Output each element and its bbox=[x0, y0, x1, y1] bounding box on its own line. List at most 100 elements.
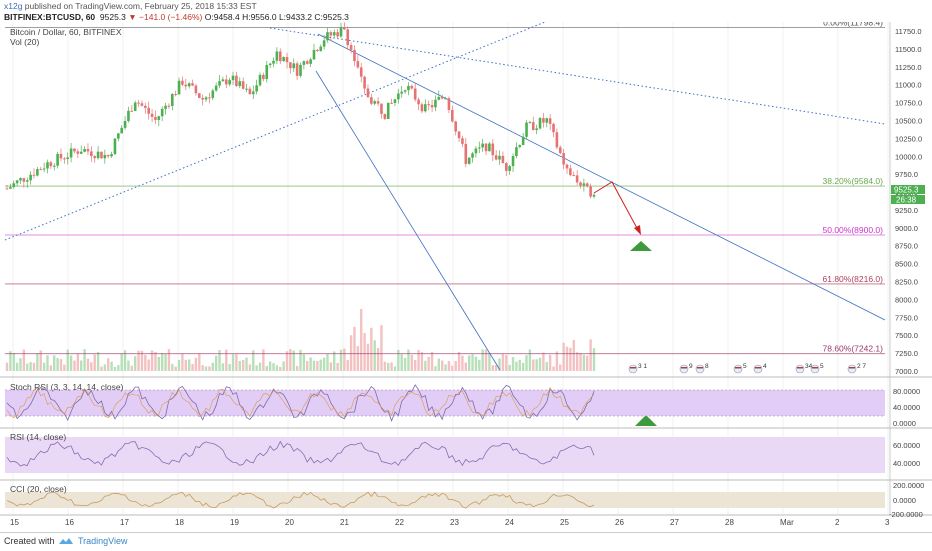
volume-bar bbox=[279, 366, 282, 371]
candle-body bbox=[255, 85, 258, 92]
tradingview-brand[interactable]: TradingView bbox=[78, 536, 128, 546]
volume-bar bbox=[542, 352, 545, 371]
candle-body bbox=[309, 59, 312, 64]
event-badge-label: 34 bbox=[805, 363, 813, 370]
candle-body bbox=[356, 61, 360, 68]
volume-bar bbox=[238, 360, 241, 371]
volume-bar bbox=[586, 355, 589, 371]
price-tick: 8500.0 bbox=[895, 260, 918, 269]
volume-bar bbox=[113, 366, 117, 371]
time-tick: 27 bbox=[670, 518, 679, 527]
candle-body bbox=[150, 113, 154, 117]
candle-body bbox=[238, 81, 242, 87]
volume-bar bbox=[390, 362, 393, 371]
flag-stripe bbox=[630, 367, 636, 369]
symbol-name[interactable]: BITFINEX:BTCUSD, 60 bbox=[4, 12, 96, 22]
volume-bar bbox=[282, 361, 285, 371]
time-tick: 18 bbox=[175, 518, 184, 527]
volume-bar bbox=[309, 357, 312, 371]
candle-body bbox=[471, 153, 474, 158]
candle-body bbox=[278, 51, 282, 62]
time-tick: 26 bbox=[615, 518, 624, 527]
candle-body bbox=[194, 85, 198, 94]
price-tick: 11000.0 bbox=[895, 81, 922, 90]
candle-body bbox=[353, 49, 356, 62]
volume-bar bbox=[32, 362, 36, 371]
candle-body bbox=[137, 102, 140, 104]
footer: Created with TradingView bbox=[0, 532, 932, 551]
flag-icon bbox=[695, 364, 705, 374]
candle-body bbox=[130, 110, 134, 112]
projection-arrows[interactable] bbox=[593, 181, 657, 426]
volume-bar bbox=[393, 366, 397, 371]
candle-body bbox=[454, 121, 457, 132]
candle-body bbox=[447, 98, 451, 110]
candle-body bbox=[508, 166, 511, 171]
candle-body bbox=[299, 64, 302, 76]
volume-bar bbox=[326, 353, 329, 371]
cci-title: CCI (20, close) bbox=[10, 484, 67, 494]
candle-body bbox=[127, 110, 130, 122]
candle-body bbox=[525, 122, 528, 137]
price-tick: 8750.0 bbox=[895, 242, 918, 251]
candle-body bbox=[336, 32, 339, 37]
candle-body bbox=[258, 74, 262, 86]
candle-body bbox=[592, 194, 596, 197]
candle-body bbox=[36, 169, 39, 176]
flag-stripe bbox=[735, 367, 741, 369]
stoch-tick-80: 80.0000 bbox=[893, 387, 920, 396]
volume-bar bbox=[538, 357, 542, 371]
volume-bar bbox=[63, 364, 66, 371]
author-link[interactable]: x12g bbox=[4, 1, 23, 11]
countdown-tag-bg bbox=[891, 195, 925, 204]
volume-bar bbox=[9, 351, 12, 371]
candle-body bbox=[349, 45, 353, 50]
candle-body bbox=[275, 51, 279, 61]
price-tick: 10000.0 bbox=[895, 152, 922, 161]
volume-bar bbox=[292, 350, 295, 371]
trend-lines[interactable] bbox=[4, 21, 886, 371]
candle-body bbox=[167, 105, 171, 107]
chart-area[interactable]: Bitcoin / Dollar, 60, BITFINEX Vol (20) … bbox=[0, 18, 932, 532]
candle-body bbox=[339, 27, 343, 37]
event-badges[interactable]: 3 1 9 8 5 4 34 5 2 7 bbox=[628, 363, 866, 374]
volume-bar bbox=[235, 354, 238, 371]
candle-body bbox=[498, 155, 501, 160]
chart-canvas[interactable]: Bitcoin / Dollar, 60, BITFINEX Vol (20) … bbox=[0, 18, 932, 532]
volume-bar bbox=[181, 353, 184, 371]
volume-bar bbox=[96, 352, 100, 371]
volume-bar bbox=[333, 351, 336, 371]
candle-body bbox=[444, 98, 447, 100]
candle-body bbox=[417, 99, 420, 105]
cci-tick-minus200: -200.0000 bbox=[889, 510, 923, 519]
flag-stripe bbox=[849, 367, 855, 369]
candle-body bbox=[221, 79, 225, 82]
volume-bar bbox=[123, 350, 127, 371]
candle-body bbox=[292, 63, 296, 69]
volume-bar bbox=[494, 364, 498, 371]
volume-bar bbox=[582, 354, 586, 371]
candle-body bbox=[481, 143, 484, 148]
volume-bar bbox=[457, 351, 461, 371]
candle-body bbox=[579, 182, 582, 186]
candle-body bbox=[197, 93, 201, 98]
fib-retracement[interactable]: 0.00%(11798.4) 38.20%(9584.0) 50.00%(8900.… bbox=[5, 18, 885, 355]
candle-body bbox=[312, 49, 316, 60]
volume-bar bbox=[579, 353, 582, 371]
trendline-down bbox=[317, 33, 886, 321]
candle-body bbox=[427, 104, 430, 106]
volume-bar bbox=[420, 352, 424, 371]
time-axis[interactable]: 15 16 17 18 19 20 21 22 23 24 25 26 27 28 Mar 2 3 bbox=[10, 518, 890, 527]
volume-bar bbox=[383, 361, 387, 371]
candle-body bbox=[39, 169, 43, 171]
candle-body bbox=[407, 85, 410, 91]
volume-bar bbox=[518, 359, 521, 371]
price-tick: 10750.0 bbox=[895, 99, 922, 108]
candle-body bbox=[123, 121, 127, 128]
volume-bar bbox=[565, 346, 569, 371]
candle-body bbox=[90, 151, 93, 157]
volume-bar bbox=[117, 365, 120, 371]
candle-body bbox=[147, 107, 150, 114]
candle-body bbox=[56, 153, 59, 166]
volume-bar bbox=[306, 361, 309, 371]
